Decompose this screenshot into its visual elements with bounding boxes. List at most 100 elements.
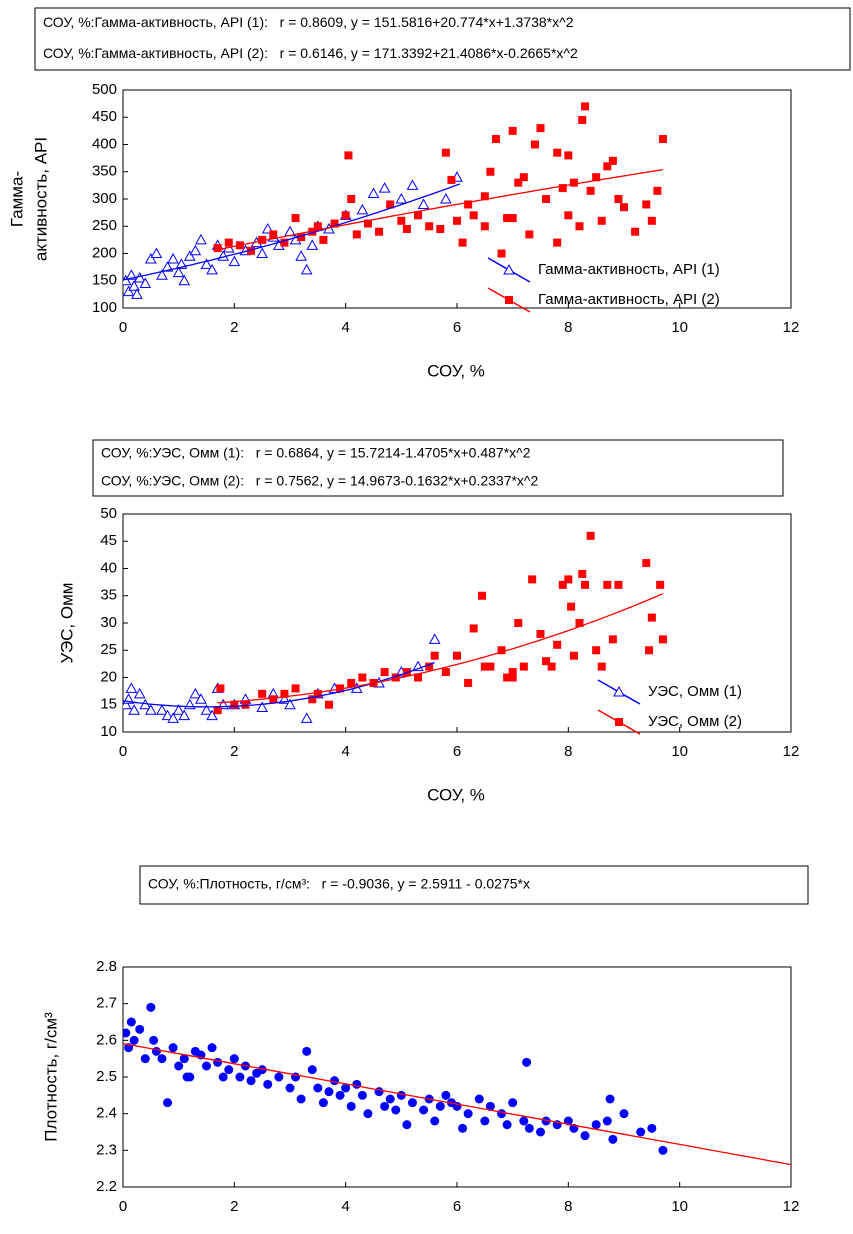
x-tick-label: 4 [341, 743, 349, 760]
y-tick-label: 150 [92, 272, 117, 289]
data-point [508, 673, 517, 682]
y-axis-label: Гамма- [7, 171, 26, 227]
data-point [519, 173, 528, 182]
data-point [356, 203, 369, 215]
y-tick-label: 2.5 [96, 1068, 117, 1085]
data-point [347, 678, 356, 687]
data-point [269, 230, 278, 239]
data-point [357, 1090, 367, 1100]
data-point [575, 222, 584, 231]
data-point [341, 1083, 351, 1093]
data-point [591, 1120, 601, 1130]
data-point [658, 1145, 668, 1155]
data-point [202, 1061, 211, 1071]
data-point [603, 162, 612, 171]
x-tick-label: 10 [671, 319, 688, 336]
y-tick-label: 250 [92, 217, 117, 234]
x-tick-label: 8 [564, 319, 572, 336]
data-point [647, 1123, 657, 1133]
y-tick-label: 20 [100, 668, 117, 685]
data-point [163, 1098, 173, 1108]
x-tick-label: 12 [783, 743, 800, 760]
data-point [168, 1043, 178, 1053]
data-point [178, 274, 191, 286]
data-point [542, 195, 551, 203]
data-point [558, 580, 567, 589]
data-point [157, 1054, 167, 1064]
annotation: СОУ, %:УЭС, Омм (2): r = 0.7562, y = 14.… [101, 473, 538, 489]
y-axis-label: УЭС, Омм [57, 583, 76, 664]
data-point [380, 1101, 390, 1111]
data-point [578, 569, 587, 578]
data-point [430, 1116, 440, 1126]
y-tick-label: 40 [100, 559, 117, 576]
data-point [541, 1116, 551, 1126]
x-tick-label: 6 [453, 319, 461, 336]
data-point [128, 704, 140, 715]
data-point [508, 126, 517, 135]
data-point [346, 1101, 356, 1111]
data-point [402, 224, 411, 233]
data-point [258, 235, 267, 244]
annotation: СОУ, %:УЭС, Омм (1): r = 0.6864, y = 15.… [101, 445, 531, 461]
data-point [139, 277, 152, 288]
data-point [207, 1043, 217, 1053]
data-point [522, 1057, 532, 1067]
x-tick-label: 2 [230, 1198, 238, 1215]
data-point [129, 1035, 139, 1045]
data-point [395, 192, 408, 204]
data-point [564, 151, 573, 160]
data-point [547, 662, 556, 671]
data-point [246, 1076, 256, 1086]
data-point [502, 1120, 512, 1130]
data-point [229, 1054, 239, 1064]
data-point [592, 173, 601, 182]
data-point [161, 261, 174, 272]
data-point [458, 238, 467, 247]
x-tick-label: 8 [564, 743, 572, 760]
data-point [206, 709, 218, 721]
data-point [620, 203, 628, 212]
data-point [430, 651, 439, 660]
x-tick-label: 6 [453, 1198, 461, 1215]
data-point [656, 580, 665, 589]
data-point [580, 1131, 590, 1141]
data-point [149, 1035, 159, 1045]
x-tick-label: 4 [341, 319, 349, 336]
data-point [396, 1090, 406, 1100]
legend-label: УЭС, Омм (2) [648, 713, 742, 730]
data-point [344, 151, 353, 160]
data-point [480, 222, 489, 231]
data-point [569, 178, 578, 187]
data-point [247, 246, 256, 255]
y-axis-label: активность, API [31, 137, 50, 261]
data-point [564, 211, 573, 220]
data-point [358, 673, 367, 682]
data-point [614, 580, 623, 589]
data-point [167, 712, 179, 723]
legend-label: УЭС, Омм (1) [648, 683, 742, 700]
annotation-box [34, 7, 851, 71]
data-point [218, 1072, 228, 1082]
data-point [133, 687, 146, 699]
data-point [156, 704, 168, 715]
data-point [241, 700, 250, 709]
data-point [525, 230, 534, 239]
data-point [458, 1123, 468, 1133]
data-point [123, 1028, 131, 1038]
data-point [144, 704, 157, 715]
data-point [578, 115, 587, 124]
data-point [503, 673, 512, 682]
data-point [441, 148, 450, 157]
y-tick-label: 100 [92, 299, 117, 316]
x-tick-label: 2 [230, 743, 238, 760]
fit-line [123, 1042, 791, 1166]
data-point [330, 219, 339, 228]
data-point [200, 704, 213, 715]
data-point [608, 1134, 618, 1144]
data-point [256, 701, 269, 712]
data-point [318, 1098, 328, 1108]
data-point [189, 687, 202, 699]
x-tick-label: 0 [119, 743, 127, 760]
data-point [319, 235, 328, 244]
